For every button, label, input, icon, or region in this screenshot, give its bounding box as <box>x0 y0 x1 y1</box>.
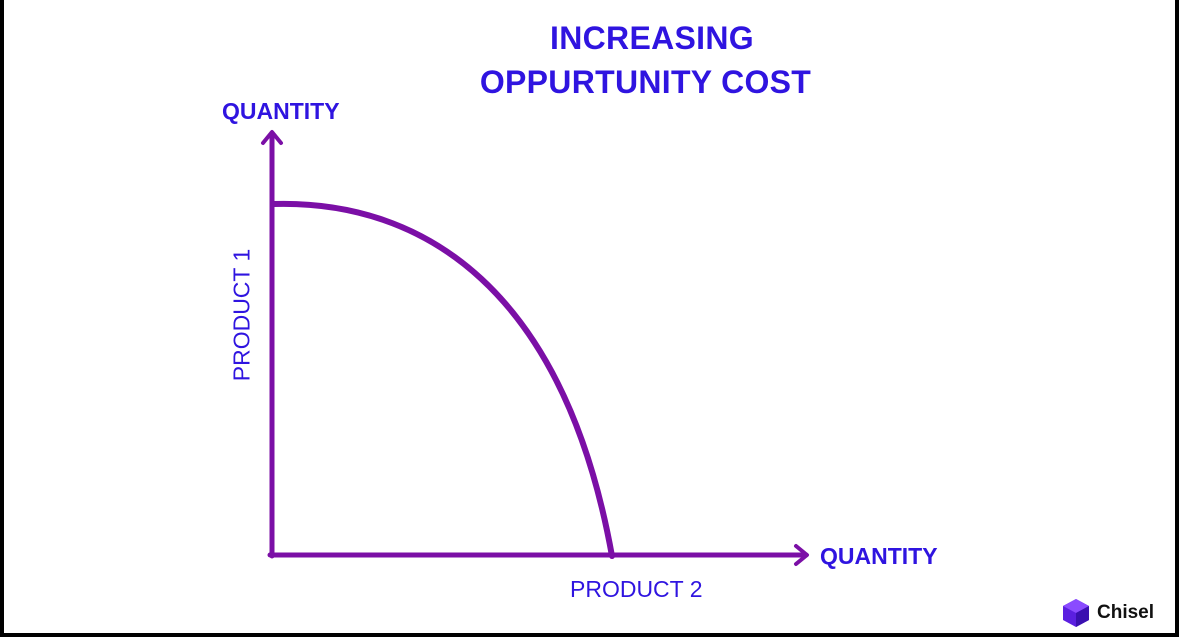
y-axis-quantity-label: QUANTITY <box>222 98 340 124</box>
x-axis-product-label: PRODUCT 2 <box>570 576 703 602</box>
y-axis-arrowhead <box>261 130 283 145</box>
brand-watermark: Chisel <box>1062 598 1154 628</box>
hexagon-logo-icon <box>1063 599 1089 627</box>
brand-name: Chisel <box>1097 602 1155 623</box>
title-line-1: INCREASING <box>550 20 754 56</box>
diagram-canvas: INCREASING OPPURTUNITY COST QUANTITY PRO… <box>4 0 1175 633</box>
x-axis-quantity-label: QUANTITY <box>820 543 938 569</box>
title-line-2: OPPURTUNITY COST <box>479 64 812 100</box>
ppf-curve <box>271 200 615 559</box>
y-axis-product-label: PRODUCT 1 <box>228 248 255 382</box>
x-axis-arrowhead <box>794 544 809 566</box>
ppf-diagram <box>261 130 809 566</box>
